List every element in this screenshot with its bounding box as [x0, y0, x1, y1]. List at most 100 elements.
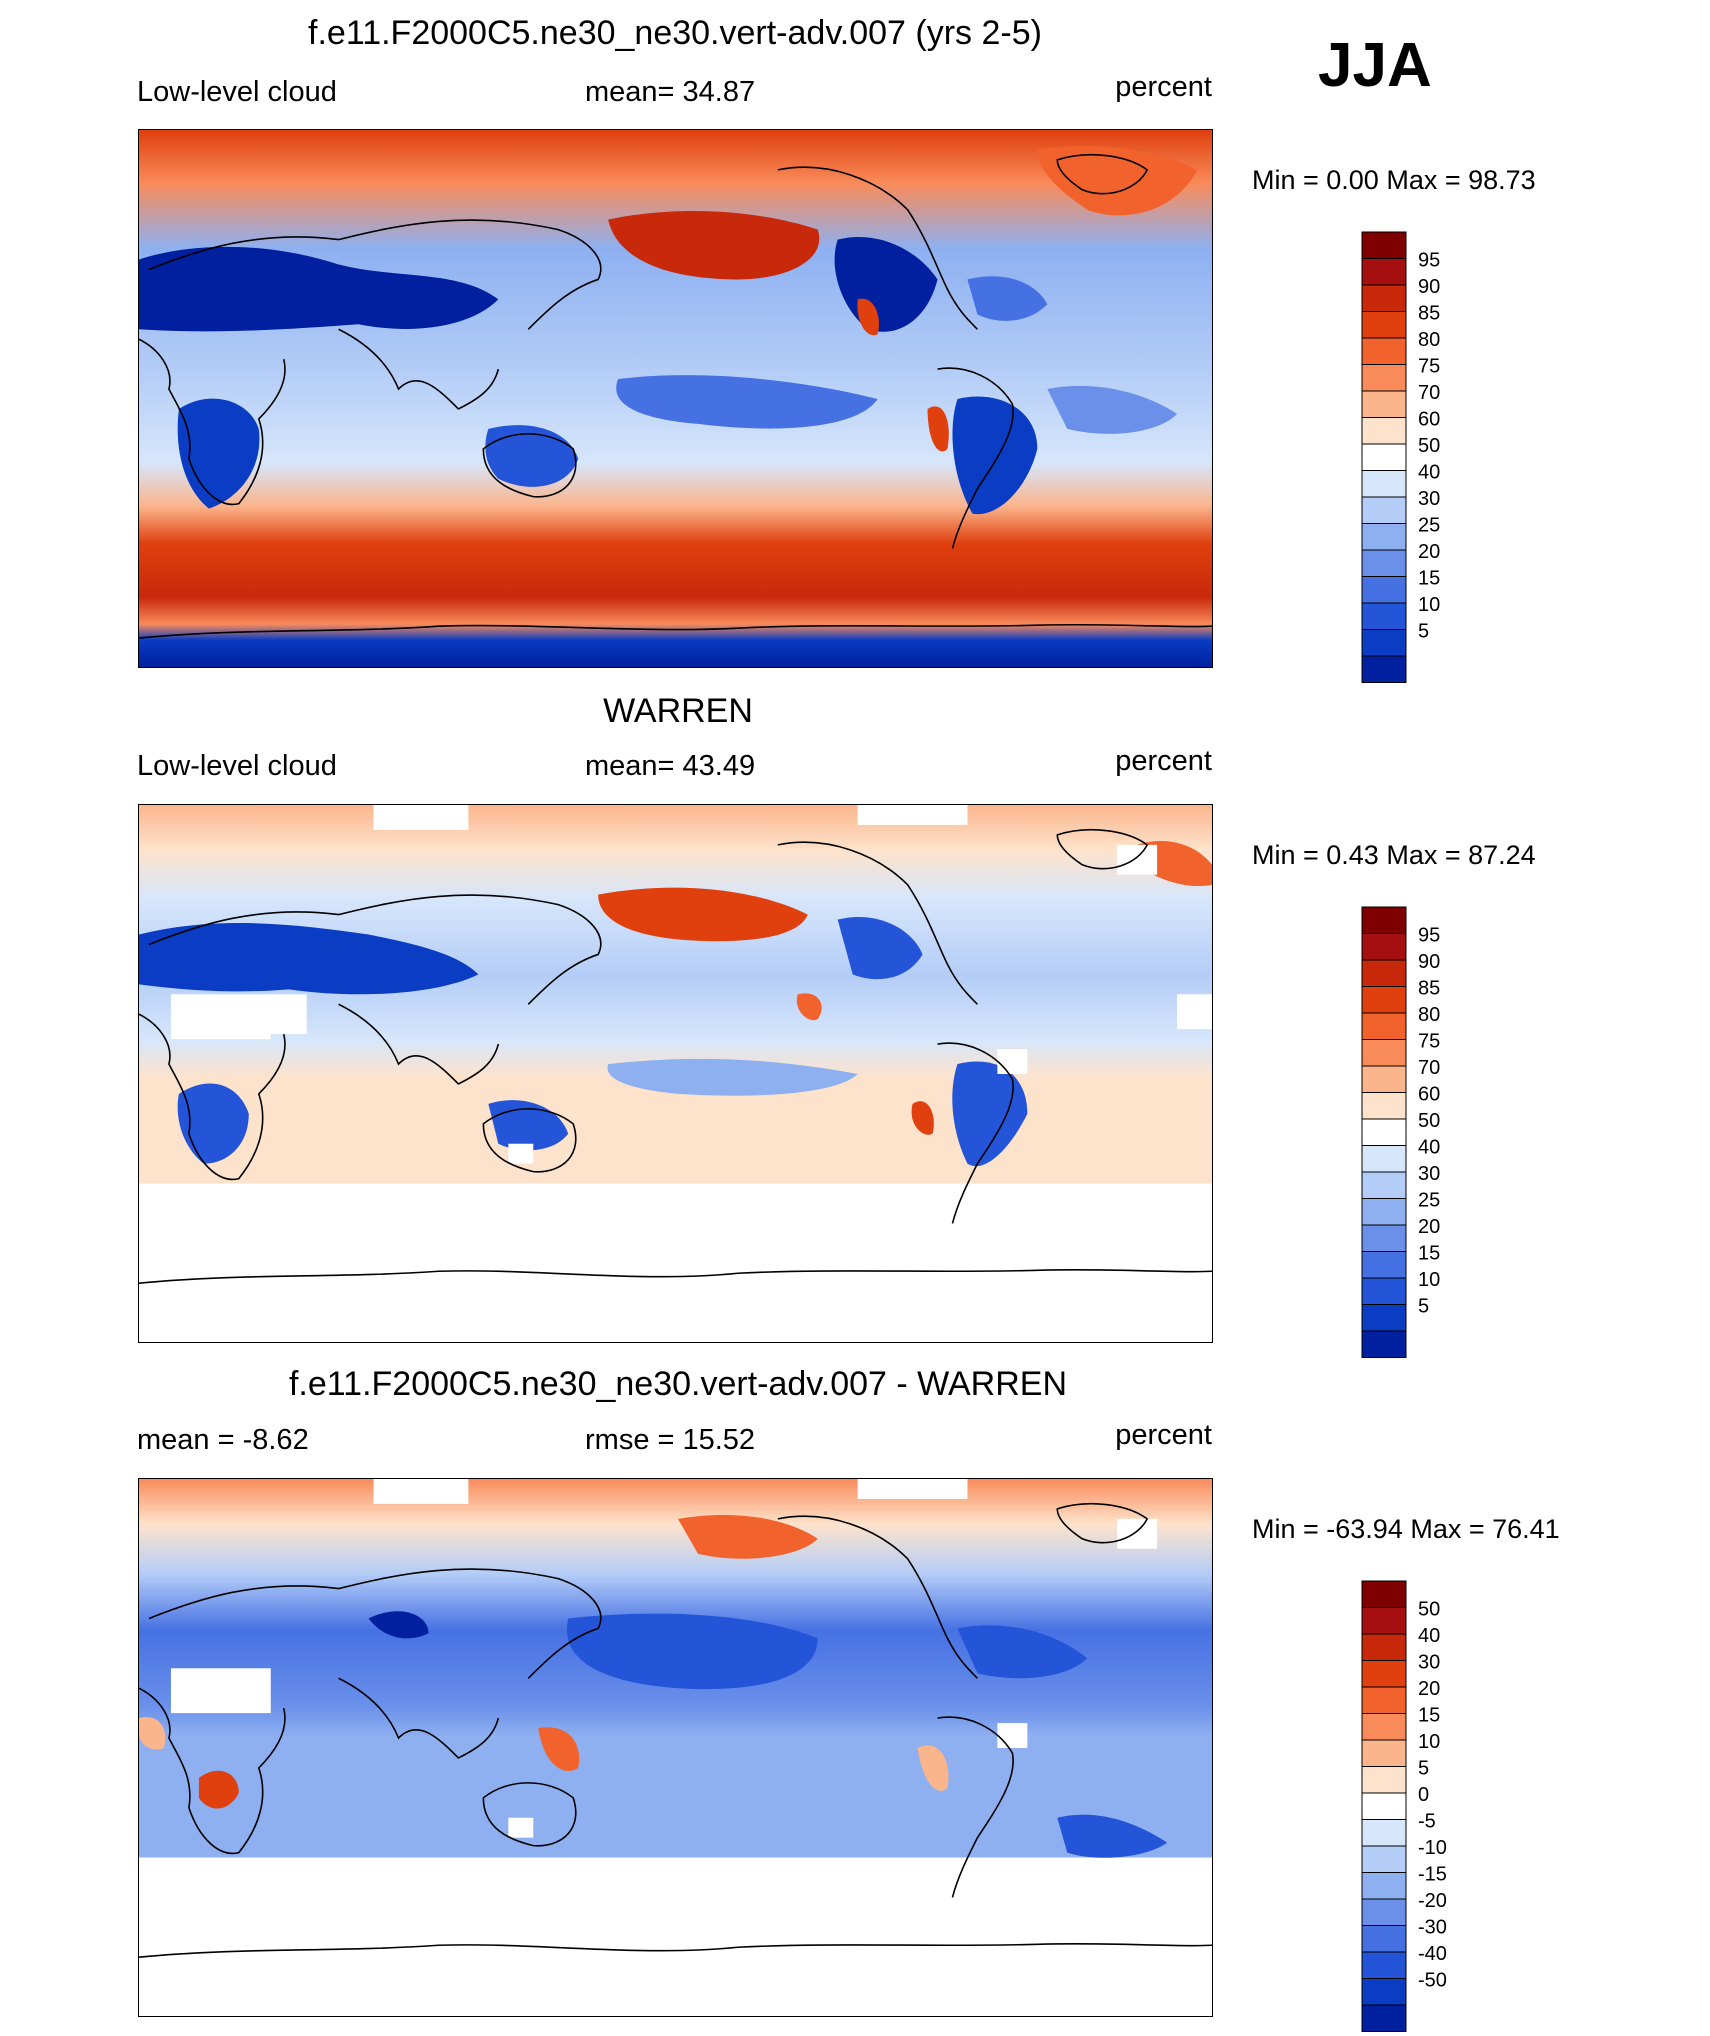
colorbar-box — [1361, 1012, 1407, 1040]
colorbar-diff: 50 40 30 20 15 10 5 0 -5 -10 -15 -20 -30 -40 -50 — [1361, 1580, 1512, 2032]
colorbar-tick-label: -5 — [1418, 1811, 1436, 1833]
colorbar-box — [1361, 1713, 1407, 1741]
map-model — [138, 129, 1213, 668]
colorbar-obs-svg: 95 90 85 80 75 70 60 50 40 30 25 20 15 10 5 — [1361, 906, 1440, 1358]
colorbar-tick-label: 15 — [1418, 1705, 1440, 1727]
colorbar-tick-label: 25 — [1418, 1190, 1440, 1212]
colorbar-tick-label: 75 — [1418, 356, 1440, 378]
colorbar-box — [1361, 311, 1407, 339]
colorbar-box — [1361, 1633, 1407, 1661]
colorbar-tick-label: 40 — [1418, 1137, 1440, 1159]
colorbar-box — [1361, 1065, 1407, 1093]
colorbar-box — [1361, 470, 1407, 498]
colorbar-tick-label: 40 — [1418, 462, 1440, 484]
panel-left-label-obs: Low-level cloud — [137, 750, 337, 782]
panel-units-label-model: percent — [1115, 71, 1212, 103]
panel-units-label-diff: percent — [1115, 1419, 1212, 1451]
colorbar-tick-label: 40 — [1418, 1625, 1440, 1647]
colorbar-box — [1361, 1580, 1407, 1608]
colorbar-tick-label: 20 — [1418, 1216, 1440, 1238]
colorbar-box — [1361, 417, 1407, 445]
colorbar-box — [1361, 1304, 1407, 1332]
colorbar-tick-label: 85 — [1418, 303, 1440, 325]
colorbar-box — [1361, 1819, 1407, 1847]
colorbar-tick-label: -10 — [1418, 1837, 1447, 1859]
colorbar-tick-label: 50 — [1418, 1110, 1440, 1132]
map-obs — [138, 804, 1213, 1343]
colorbar-tick-label: 30 — [1418, 1652, 1440, 1674]
colorbar-box — [1361, 1845, 1407, 1873]
colorbar-tick-label: 50 — [1418, 435, 1440, 457]
colorbar-box — [1361, 364, 1407, 392]
map-diff-field — [139, 1479, 1212, 2016]
colorbar-box — [1361, 496, 1407, 524]
colorbar-tick-label: 5 — [1418, 1758, 1429, 1780]
colorbar-box — [1361, 1277, 1407, 1305]
colorbar-tick-label: -50 — [1418, 1970, 1447, 1992]
colorbar-tick-label: -30 — [1418, 1917, 1447, 1939]
colorbar-box — [1361, 986, 1407, 1014]
colorbar-box — [1361, 1330, 1407, 1358]
colorbar-tick-label: 10 — [1418, 1731, 1440, 1753]
colorbar-tick-label: 25 — [1418, 515, 1440, 537]
colorbar-tick-label: -40 — [1418, 1943, 1447, 1965]
colorbar-model-svg: 95 90 85 80 75 70 60 50 40 30 25 20 15 10 5 — [1361, 231, 1440, 683]
colorbar-tick-label: 50 — [1418, 1599, 1440, 1621]
colorbar-box — [1361, 1607, 1407, 1635]
colorbar-tick-label: 85 — [1418, 978, 1440, 1000]
panel-minmax-model: Min = 0.00 Max = 98.73 — [1252, 165, 1536, 195]
panel-left-label-model: Low-level cloud — [137, 76, 337, 108]
colorbar-box — [1361, 1686, 1407, 1714]
colorbar-box — [1361, 443, 1407, 471]
colorbar-box — [1361, 1898, 1407, 1926]
colorbar-tick-label: 20 — [1418, 541, 1440, 563]
colorbar-box — [1361, 906, 1407, 934]
map-obs-field — [139, 805, 1212, 1342]
colorbar-box — [1361, 602, 1407, 630]
colorbar-obs: 95 90 85 80 75 70 60 50 40 30 25 20 15 10 5 — [1361, 906, 1512, 1358]
colorbar-box — [1361, 629, 1407, 657]
colorbar-box — [1361, 1660, 1407, 1688]
colorbar-tick-label: 15 — [1418, 568, 1440, 590]
colorbar-box — [1361, 1251, 1407, 1279]
map-diff — [138, 1478, 1213, 2017]
colorbar-box — [1361, 576, 1407, 604]
colorbar-tick-label: 70 — [1418, 1057, 1440, 1079]
colorbar-tick-label: 10 — [1418, 1269, 1440, 1291]
panel-title-model: f.e11.F2000C5.ne30_ne30.vert-adv.007 (yr… — [308, 14, 1042, 52]
colorbar-box — [1361, 1739, 1407, 1767]
colorbar-box — [1361, 1171, 1407, 1199]
colorbar-box — [1361, 655, 1407, 683]
panel-title-diff: f.e11.F2000C5.ne30_ne30.vert-adv.007 - W… — [288, 1365, 1067, 1403]
colorbar-box — [1361, 390, 1407, 418]
colorbar-tick-label: 95 — [1418, 925, 1440, 947]
colorbar-box — [1361, 1951, 1407, 1979]
colorbar-tick-label: 60 — [1418, 1084, 1440, 1106]
colorbar-box — [1361, 1224, 1407, 1252]
colorbar-tick-label: -20 — [1418, 1890, 1447, 1912]
colorbar-tick-label: 95 — [1418, 250, 1440, 272]
colorbar-tick-label: 30 — [1418, 1163, 1440, 1185]
colorbar-box — [1361, 1118, 1407, 1146]
colorbar-tick-label: 75 — [1418, 1031, 1440, 1053]
colorbar-box — [1361, 284, 1407, 312]
colorbar-tick-label: 90 — [1418, 276, 1440, 298]
colorbar-box — [1361, 1092, 1407, 1120]
colorbar-box — [1361, 523, 1407, 551]
panel-title-obs: WARREN — [603, 692, 753, 730]
colorbar-tick-label: 10 — [1418, 594, 1440, 616]
colorbar-box — [1361, 549, 1407, 577]
panel-mean-label-diff: mean = -8.62 — [137, 1424, 309, 1456]
colorbar-tick-label: 30 — [1418, 488, 1440, 510]
colorbar-box — [1361, 1145, 1407, 1173]
colorbar-box — [1361, 933, 1407, 961]
panel-mean-label-obs: mean= 43.49 — [585, 750, 756, 782]
colorbar-tick-label: 15 — [1418, 1243, 1440, 1265]
colorbar-tick-label: 90 — [1418, 951, 1440, 973]
panel-mean-label-model: mean= 34.87 — [585, 76, 756, 108]
colorbar-box — [1361, 1766, 1407, 1794]
panel-rmse-label-diff: rmse = 15.52 — [585, 1424, 756, 1456]
colorbar-box — [1361, 1039, 1407, 1067]
panel-minmax-diff: Min = -63.94 Max = 76.41 — [1252, 1514, 1560, 1544]
